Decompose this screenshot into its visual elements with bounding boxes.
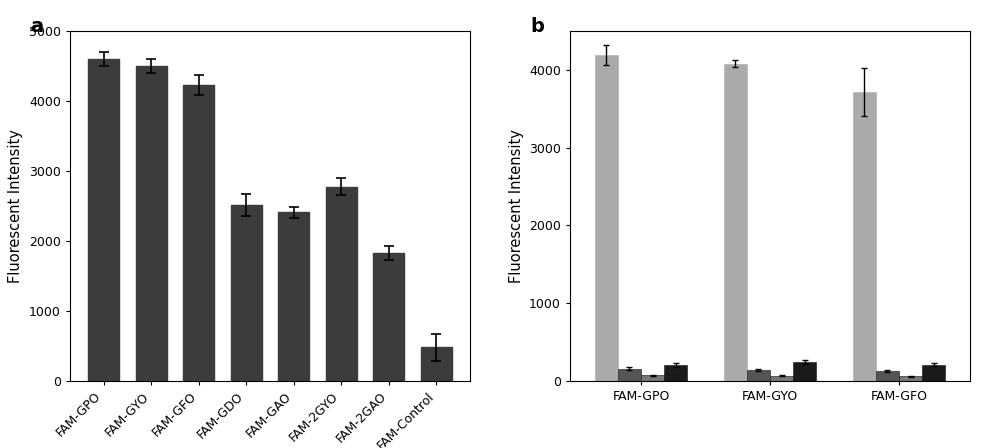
Bar (876, 371, 899, 381)
Bar (595, 55, 618, 381)
Bar (421, 347, 452, 381)
Bar (373, 253, 404, 381)
Bar (326, 186, 357, 381)
Bar (770, 376, 793, 381)
Bar (641, 375, 664, 381)
Bar (664, 365, 687, 381)
Y-axis label: Fluorescent Intensity: Fluorescent Intensity (509, 129, 524, 283)
Bar (793, 362, 816, 381)
Y-axis label: Fluorescent Intensity: Fluorescent Intensity (8, 129, 23, 283)
Text: a: a (30, 17, 43, 36)
Bar (88, 59, 119, 381)
Text: b: b (530, 17, 544, 36)
Bar (231, 205, 262, 381)
Bar (278, 212, 309, 381)
Bar (618, 369, 641, 381)
Bar (853, 92, 876, 381)
Bar (183, 85, 214, 381)
Bar (724, 64, 747, 381)
Bar (922, 365, 945, 381)
Bar (747, 370, 770, 381)
Bar (136, 65, 167, 381)
Bar (899, 376, 922, 381)
